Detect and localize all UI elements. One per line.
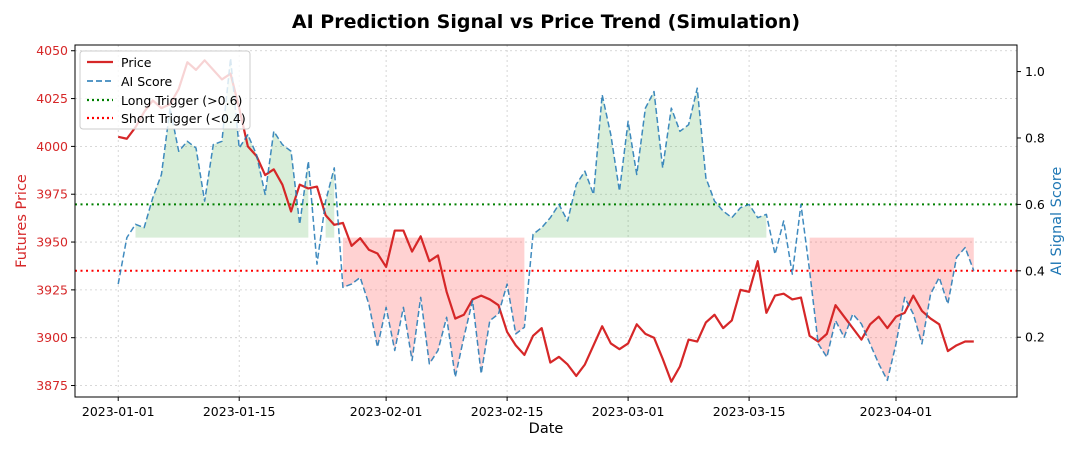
ai-score-line — [117, 57, 975, 382]
left-y-tick-label: 4050 — [36, 43, 68, 58]
right-y-axis-ticks: 0.2 0.4 0.6 0.8 1.0 — [1017, 64, 1045, 345]
x-axis-ticks: 2023-01-01 2023-01-15 2023-02-01 2023-02-15… — [82, 397, 932, 419]
x-axis-label: Date — [529, 421, 564, 437]
short-signal-fill — [342, 237, 974, 381]
left-y-axis-label: Futures Price — [14, 174, 30, 268]
x-tick-label: 2023-03-01 — [592, 404, 665, 419]
price-line — [117, 59, 974, 383]
left-y-tick-label: 3875 — [36, 378, 68, 393]
right-y-axis-label: AI Signal Score — [1049, 167, 1065, 276]
x-tick-label: 2023-03-15 — [713, 404, 786, 419]
left-y-tick-label: 4000 — [36, 139, 68, 154]
plot-frame — [74, 44, 1018, 398]
signal-fills — [135, 58, 974, 381]
left-y-tick-label: 3925 — [36, 282, 68, 297]
x-tick-label: 2023-01-15 — [203, 404, 276, 419]
series-lines — [117, 57, 975, 383]
x-tick-label: 2023-04-01 — [860, 404, 933, 419]
legend-box — [79, 50, 251, 130]
left-y-tick-label: 3950 — [36, 235, 68, 250]
x-tick-label: 2023-02-01 — [350, 404, 423, 419]
left-y-axis-ticks: 3875 3900 3925 3950 3975 4000 4025 4050 — [36, 43, 75, 393]
legend-price-label: Price — [121, 55, 152, 70]
x-tick-label: 2023-02-15 — [471, 404, 544, 419]
right-y-tick-label: 0.4 — [1025, 263, 1045, 278]
left-y-tick-label: 3975 — [36, 187, 68, 202]
right-y-tick-label: 0.6 — [1025, 197, 1045, 212]
right-y-tick-label: 0.8 — [1025, 130, 1045, 145]
chart-title: AI Prediction Signal vs Price Trend (Sim… — [292, 11, 800, 33]
long-signal-fill — [135, 58, 767, 238]
right-y-tick-label: 1.0 — [1025, 64, 1045, 79]
legend-long-trigger-label: Long Trigger (>0.6) — [121, 93, 242, 108]
left-y-tick-label: 4025 — [36, 91, 68, 106]
legend: Price AI Score Long Trigger (>0.6) Short… — [79, 50, 251, 130]
x-tick-label: 2023-01-01 — [82, 404, 155, 419]
legend-ai-score-label: AI Score — [121, 74, 173, 89]
right-y-tick-label: 0.2 — [1025, 330, 1045, 345]
left-y-tick-label: 3900 — [36, 330, 68, 345]
legend-short-trigger-label: Short Trigger (<0.4) — [121, 111, 246, 126]
